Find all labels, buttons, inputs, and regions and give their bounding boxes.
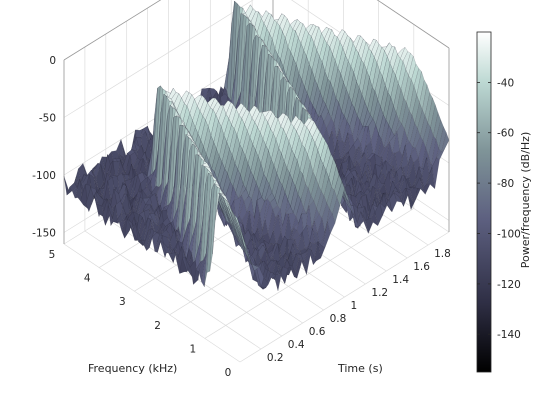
colorbar-tick-label: -60 (497, 128, 514, 140)
colorbar-tick-label: -80 (497, 178, 514, 190)
z-tick-label: 0 (49, 55, 56, 67)
y-tick-label: 4 (84, 273, 91, 285)
colorbar: -40 -60 -80 -100 -120 -140 Power/frequency (d… (476, 31, 532, 373)
y-tick-label: 5 (49, 249, 56, 261)
z-tick-label: -100 (32, 170, 56, 182)
x-tick-label: 1.4 (392, 274, 409, 286)
y-tick-label: 3 (119, 296, 126, 308)
grid-line (84, 230, 262, 350)
x-tick-label: 0.4 (288, 339, 305, 351)
colorbar-gradient (476, 31, 492, 373)
y-tick-label: 1 (189, 343, 196, 355)
colorbar-label: Power/frequency (dB/Hz) (519, 132, 532, 269)
grid-line (239, 231, 450, 363)
surface-patch (237, 218, 245, 242)
colorbar-tick-label: -140 (497, 329, 521, 341)
box-edge (376, 0, 450, 49)
grid-line (63, 243, 241, 363)
axis-ticks: 0.2 0.4 0.6 0.8 1 1.2 1.4 1.6 1.8 0 1 2 3 4 5 0 -50 -100 -… (32, 55, 451, 379)
box-edge (63, 0, 162, 61)
colorbar-tick-label: -100 (497, 229, 521, 241)
surface-mesh (63, 0, 450, 291)
y-tick-label: 0 (225, 367, 232, 379)
x-tick-label: 1.2 (371, 287, 388, 299)
y-tick-label: 2 (154, 320, 161, 332)
z-tick-label: -50 (39, 113, 56, 125)
x-axis-label: Time (s) (337, 362, 383, 375)
x-tick-label: 1 (351, 300, 358, 312)
x-tick-label: 0.8 (330, 313, 347, 325)
x-tick-label: 0.6 (309, 326, 326, 338)
grid-line (204, 208, 414, 339)
z-tick-label: -150 (32, 228, 56, 240)
colorbar-tick-label: -40 (497, 77, 514, 89)
y-axis-label: Frequency (kHz) (88, 362, 177, 375)
x-tick-label: 1.8 (434, 248, 451, 260)
x-tick-label: 0.2 (267, 352, 284, 364)
colorbar-tick-label: -120 (497, 279, 521, 291)
x-tick-label: 1.6 (413, 261, 430, 273)
colorbar-ticks: -40 -60 -80 -100 -120 -140 (477, 77, 521, 341)
